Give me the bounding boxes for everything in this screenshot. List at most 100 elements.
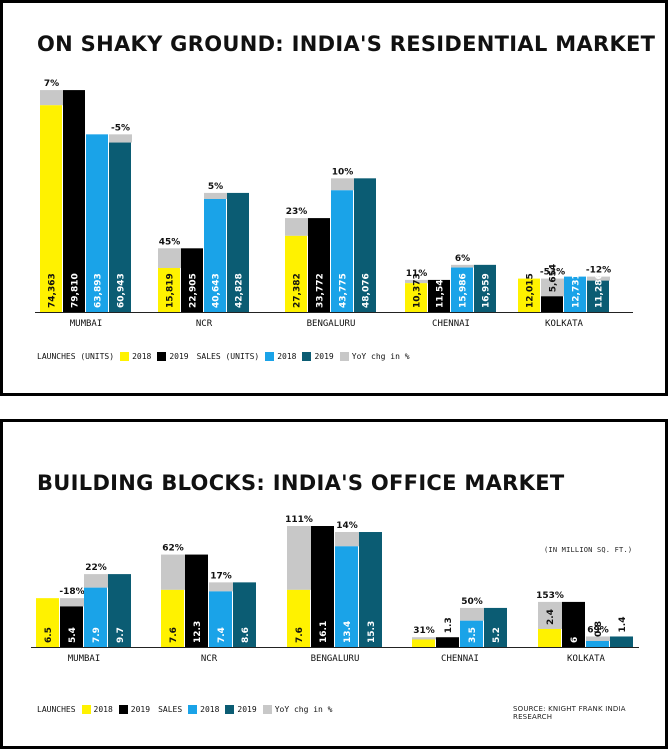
bar-bengaluru-series-3	[359, 532, 382, 647]
yoy-label-launches-bengaluru: 23%	[286, 207, 308, 217]
legend-launches-label: LAUNCHES	[37, 705, 76, 714]
bar-kolkata-series-3	[587, 280, 609, 312]
bar-bengaluru-series-1	[308, 218, 330, 312]
legend-sales-2018-label: 2018	[277, 352, 297, 361]
yoy-change-bar-sales-ncr	[209, 582, 233, 592]
data-label-bengaluru-series-1: 16.1	[319, 621, 329, 643]
legend-swatch-launch-2019	[118, 705, 128, 714]
data-label-mumbai-series-3: 9.7	[116, 627, 126, 643]
residential-market-panel: ON SHAKY GROUND: INDIA'S RESIDENTIAL MAR…	[0, 0, 668, 396]
data-label-ncr-series-3: 42,828	[235, 273, 245, 308]
data-label-ncr-series-2: 7.4	[217, 627, 227, 643]
yoy-change-bar-launches-chennai	[412, 637, 436, 640]
yoy-label-sales-ncr: 5%	[208, 182, 223, 192]
bar-ncr-series-0	[158, 268, 180, 312]
data-label-bengaluru-series-2: 13.4	[343, 621, 353, 643]
bar-mumbai-series-3	[109, 142, 131, 312]
data-label-chennai-series-1: 11,542	[436, 273, 446, 308]
yoy-label-sales-mumbai: -5%	[111, 123, 130, 133]
data-label-mumbai-series-2: 63,893	[94, 273, 104, 308]
data-label-bengaluru-series-0: 27,382	[293, 273, 303, 308]
yoy-label-sales-mumbai: 22%	[85, 563, 107, 573]
data-label-bengaluru-series-2: 43,775	[339, 273, 349, 308]
bar-mumbai-series-2	[86, 134, 108, 312]
category-label-mumbai: MUMBAI	[70, 319, 103, 329]
data-label-kolkata-series-1: 6	[570, 637, 580, 643]
category-label-chennai: CHENNAI	[441, 654, 479, 664]
data-label-bengaluru-series-3: 15.3	[367, 621, 377, 643]
category-label-bengaluru: BENGALURU	[307, 319, 356, 329]
yoy-change-bar-launches-kolkata	[541, 278, 564, 297]
category-label-bengaluru: BENGALURU	[311, 654, 360, 664]
bar-mumbai-series-1	[60, 606, 83, 647]
bar-mumbai-series-0	[40, 105, 62, 312]
office-chart-svg: -18% 22% 6.5 5.4 7.9 9.7 MUMBAI 62% 17% 7.6 12.3 7.…	[31, 515, 639, 664]
yoy-change-bar-launches-bengaluru	[287, 526, 311, 590]
legend-swatch-yoy	[262, 705, 272, 714]
bar-mumbai-series-1	[63, 90, 85, 313]
bar-ncr-series-3	[233, 582, 256, 647]
category-label-mumbai: MUMBAI	[68, 654, 101, 664]
data-label-chennai-series-2: 15,986	[459, 273, 469, 308]
bar-ncr-series-1	[181, 248, 203, 312]
yoy-label-launches-kolkata: -53%	[540, 268, 565, 278]
legend-swatch-launch-2018	[81, 705, 91, 714]
source-note: SOURCE: KNIGHT FRANK INDIA RESEARCH	[513, 705, 626, 721]
legend-swatch-yoy	[339, 352, 349, 361]
yoy-label-launches-kolkata: 153%	[536, 591, 564, 601]
yoy-change-bar-sales-kolkata	[586, 636, 610, 641]
bar-kolkata-series-0	[538, 628, 561, 647]
data-label-chennai-series-0: 10,373	[413, 273, 423, 308]
legend-yoy-label: YoY chg in %	[274, 705, 333, 714]
bar-ncr-series-1	[185, 554, 208, 647]
bar-kolkata-series-3	[610, 636, 633, 647]
bar-chennai-series-0	[412, 639, 435, 647]
legend-swatch-sales-2019	[225, 705, 235, 714]
data-label-ncr-series-3: 8.6	[241, 627, 251, 643]
yoy-label-sales-ncr: 17%	[210, 571, 232, 581]
category-label-ncr: NCR	[196, 319, 213, 329]
legend-swatch-launch-2019	[157, 352, 167, 361]
yoy-change-bar-sales-kolkata	[587, 276, 610, 281]
data-label-chennai-series-3: 5.2	[492, 627, 502, 643]
data-label-mumbai-series-1: 79,810	[71, 273, 81, 308]
bar-bengaluru-series-0	[287, 589, 310, 647]
bar-bengaluru-series-0	[285, 235, 307, 312]
yoy-label-sales-kolkata: -12%	[586, 266, 611, 276]
bar-kolkata-series-2	[586, 640, 609, 647]
bar-chennai-series-3	[474, 264, 496, 312]
data-label-ncr-series-2: 40,643	[212, 273, 222, 308]
residential-chart-title: ON SHAKY GROUND: INDIA'S RESIDENTIAL MAR…	[37, 32, 656, 56]
yoy-label-launches-chennai: 31%	[413, 626, 435, 636]
yoy-change-bar-launches-ncr	[158, 248, 181, 269]
data-label-ncr-series-0: 15,819	[166, 273, 176, 308]
data-label-bengaluru-series-1: 33,772	[316, 273, 326, 308]
yoy-label-launches-bengaluru: 111%	[285, 515, 313, 525]
category-label-kolkata: KOLKATA	[545, 319, 584, 329]
yoy-change-bar-sales-bengaluru	[331, 178, 354, 191]
bar-chennai-series-1	[428, 279, 450, 312]
yoy-change-bar-sales-mumbai	[109, 134, 132, 143]
bar-kolkata-series-2	[564, 276, 586, 312]
yoy-label-sales-chennai: 6%	[455, 254, 470, 264]
bar-bengaluru-series-3	[354, 178, 376, 312]
bar-chennai-series-2	[460, 620, 483, 647]
bar-ncr-series-2	[204, 198, 226, 312]
data-label-kolkata-series-0: 2.4	[546, 609, 556, 625]
legend-sales-2019-label: 2019	[314, 352, 334, 361]
legend-2018-label: 2018	[93, 705, 113, 714]
data-label-mumbai-series-3: 60,943	[117, 273, 127, 308]
residential-legend: LAUNCHES (UNITS) 2018 2019 SALES (UNITS)…	[37, 352, 410, 361]
office-legend: LAUNCHES 2018 2019 SALES 2018 2019 YoY c…	[37, 705, 332, 714]
yoy-change-bar-launches-ncr	[161, 554, 185, 590]
legend-sales-2018-label: 2018	[200, 705, 220, 714]
data-label-ncr-series-1: 22,905	[189, 273, 199, 308]
data-label-bengaluru-series-0: 7.6	[295, 627, 305, 643]
data-label-kolkata-series-1: 5,654	[549, 264, 559, 292]
legend-2019-label: 2019	[169, 352, 189, 361]
yoy-label-launches-ncr: 62%	[162, 544, 184, 554]
legend-swatch-sales-2018	[188, 705, 198, 714]
legend-swatch-launch-2018	[120, 352, 130, 361]
legend-sales-label: SALES	[158, 705, 183, 714]
legend-sales-2019-label: 2019	[237, 705, 257, 714]
